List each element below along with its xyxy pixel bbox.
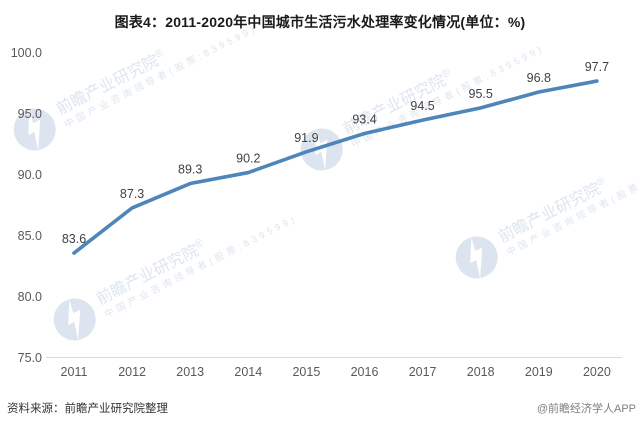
data-label: 83.6 — [62, 232, 86, 246]
x-axis-label: 2015 — [292, 365, 320, 379]
data-label: 96.8 — [527, 71, 551, 85]
x-axis-label: 2017 — [409, 365, 437, 379]
x-axis-label: 2016 — [351, 365, 379, 379]
data-label: 90.2 — [236, 152, 260, 166]
x-axis-label: 2011 — [61, 365, 88, 379]
y-axis-label: 85.0 — [18, 229, 42, 243]
data-label: 95.5 — [469, 87, 493, 101]
x-axis-label: 2018 — [467, 365, 495, 379]
y-axis-label: 100.0 — [11, 46, 42, 60]
x-axis-label: 2014 — [234, 365, 262, 379]
source-note: 资料来源：前瞻产业研究院整理 — [7, 403, 168, 415]
y-axis-label: 90.0 — [18, 168, 42, 182]
data-label: 87.3 — [120, 187, 144, 201]
y-axis-label: 75.0 — [18, 351, 42, 365]
y-axis-label: 95.0 — [18, 107, 42, 121]
series-line — [72, 79, 599, 255]
data-label: 94.5 — [410, 99, 434, 113]
x-axis-label: 2013 — [176, 365, 204, 379]
data-label: 89.3 — [178, 163, 202, 177]
y-axis-label: 80.0 — [18, 290, 42, 304]
x-axis-label: 2012 — [118, 365, 146, 379]
data-label: 97.7 — [585, 60, 609, 74]
credit-note: @前瞻经济学人APP — [536, 403, 636, 415]
data-label: 93.4 — [352, 113, 376, 127]
chart-title: 图表4：2011-2020年中国城市生活污水处理率变化情况(单位：%) — [114, 14, 526, 30]
x-axis-label: 2019 — [525, 365, 553, 379]
data-label: 91.9 — [294, 131, 318, 145]
x-axis-label: 2020 — [583, 365, 611, 379]
